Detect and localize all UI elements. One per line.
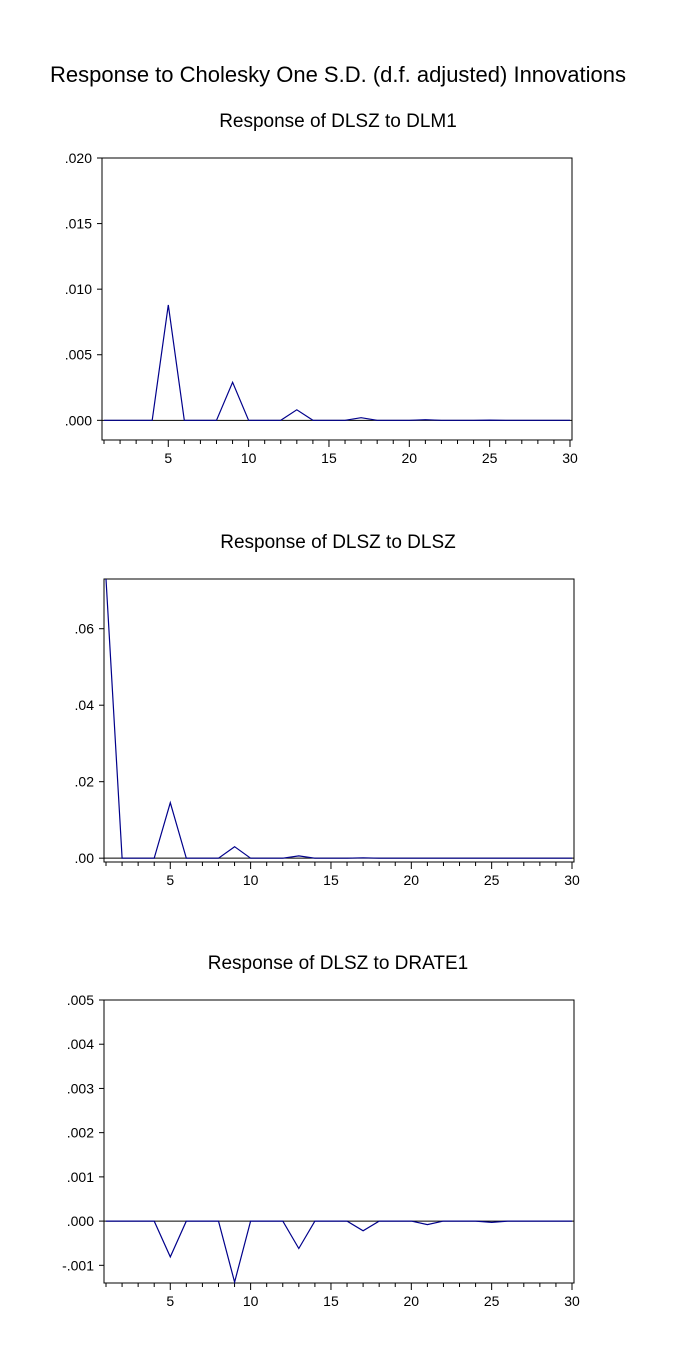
x-tick-label: 15 [323, 1293, 339, 1309]
y-tick-label: .002 [67, 1125, 94, 1141]
x-tick-label: 25 [484, 872, 500, 888]
chart-title-drate1: Response of DLSZ to DRATE1 [207, 953, 469, 974]
y-tick-label: .000 [65, 412, 92, 428]
y-tick-label: .015 [65, 216, 92, 232]
x-tick-label: 25 [484, 1293, 500, 1309]
y-tick-label: .04 [75, 697, 95, 713]
y-tick-label: .001 [67, 1169, 94, 1185]
y-tick-label: .010 [65, 281, 92, 297]
y-tick-label: .004 [67, 1036, 94, 1052]
x-tick-label: 10 [243, 872, 259, 888]
x-tick-label: 20 [404, 872, 420, 888]
x-tick-label: 30 [562, 450, 578, 466]
x-tick-label: 30 [564, 1293, 580, 1309]
series-line [106, 1220, 572, 1285]
y-tick-label: .00 [75, 850, 95, 866]
x-tick-label: 10 [241, 450, 257, 466]
series-line [104, 304, 570, 421]
chart-panel-dlsz: 5 10 15 20 25 30 .00 .02 .04 .06 [75, 578, 580, 888]
chart-title-dlsz: Response of DLSZ to DLSZ [220, 532, 456, 553]
plot-frame [103, 999, 575, 1284]
y-tick-label: .005 [65, 347, 92, 363]
series-line [105, 578, 572, 859]
y-tick-label: .020 [65, 150, 92, 166]
plot-frame [101, 157, 573, 441]
x-tick-label: 20 [404, 1293, 420, 1309]
x-tick-label: 5 [166, 872, 174, 888]
chart-panel-dlm1: 5 10 15 20 25 30 .000 .005 .010 .015 .020 [65, 150, 578, 466]
x-tick-label: 30 [564, 872, 580, 888]
chart-panel-drate1: 5 10 15 20 25 30 -.001 .000 .001 .002 .003 .004 .005 [62, 992, 580, 1309]
main-title: Response to Cholesky One S.D. (d.f. adju… [50, 62, 626, 87]
y-tick-label: .06 [75, 621, 95, 637]
x-tick-label: 25 [482, 450, 498, 466]
y-tick-label: .003 [67, 1080, 94, 1096]
x-tick-label: 15 [323, 872, 339, 888]
y-tick-label: -.001 [62, 1257, 94, 1273]
x-tick-label: 10 [243, 1293, 259, 1309]
x-tick-label: 20 [402, 450, 418, 466]
y-tick-label: .005 [67, 992, 94, 1008]
plot-frame [103, 578, 575, 863]
x-tick-label: 15 [321, 450, 337, 466]
y-tick-label: .02 [75, 774, 95, 790]
y-tick-label: .000 [67, 1213, 94, 1229]
x-tick-label: 5 [166, 1293, 174, 1309]
x-tick-label: 5 [164, 450, 172, 466]
chart-title-dlm1: Response of DLSZ to DLM1 [219, 111, 457, 132]
